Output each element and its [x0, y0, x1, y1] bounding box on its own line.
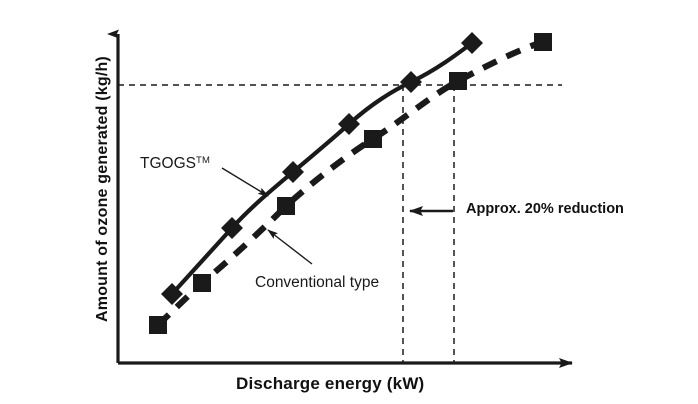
tgogs-series-label-text: TGOGS: [140, 155, 196, 173]
conventional-leader-line: [267, 229, 313, 265]
tgogs-series-label: TGOGSTM: [140, 155, 210, 173]
conventional-series-label: Conventional type: [255, 274, 380, 291]
x-axis-title: Discharge energy (kW): [236, 374, 425, 393]
conventional-type-marker: [364, 130, 382, 148]
conventional-type-marker: [277, 197, 295, 215]
reference-lines: [118, 84, 562, 363]
tgogs-marker: [282, 161, 304, 183]
tgogs-marker: [221, 217, 243, 239]
conventional-type-marker: [149, 316, 167, 334]
tgogs-marker: [461, 32, 483, 54]
tgogs-leader-line: [221, 167, 269, 197]
conventional-type-marker: [449, 72, 467, 90]
conventional-type-marker: [193, 274, 211, 292]
callout-leaders: [221, 167, 453, 265]
axis-lines: [107, 29, 573, 368]
conventional-type-marker: [534, 33, 552, 51]
reduction-callout-label: Approx. 20% reduction: [466, 201, 624, 217]
tgogs-line: [169, 40, 475, 297]
tgogs-marker: [161, 283, 183, 305]
series-conventional-type: [149, 33, 552, 334]
series-tgogs: [161, 32, 483, 305]
trademark-superscript: TM: [195, 155, 211, 166]
tgogs-marker: [338, 113, 360, 135]
tgogs-marker: [400, 71, 422, 93]
y-axis-title: Amount of ozone generated (kg/h): [94, 56, 111, 322]
